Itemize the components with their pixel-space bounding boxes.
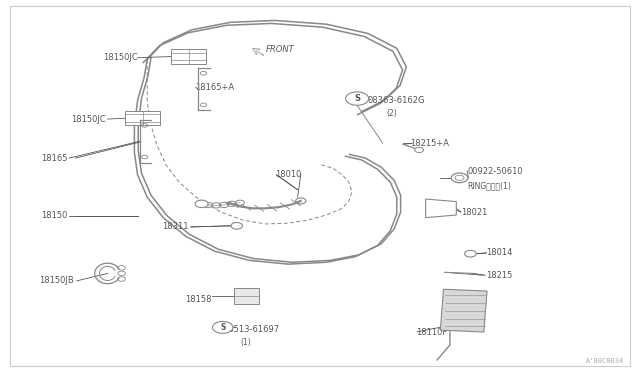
Text: 08363-6162G: 08363-6162G: [368, 96, 426, 105]
Text: S: S: [220, 323, 225, 332]
Text: 18215+A: 18215+A: [410, 139, 449, 148]
Circle shape: [346, 92, 369, 105]
Text: 18215: 18215: [486, 271, 513, 280]
Bar: [234, 288, 259, 304]
Text: 18150JB: 18150JB: [39, 276, 74, 285]
Text: 18150JC: 18150JC: [103, 53, 138, 62]
Polygon shape: [440, 289, 487, 332]
Text: 18110F: 18110F: [416, 328, 447, 337]
Text: FRONT: FRONT: [266, 45, 295, 54]
Text: 08513-61697: 08513-61697: [224, 325, 280, 334]
Text: RINGリング(1): RINGリング(1): [467, 182, 511, 190]
Text: 18165: 18165: [41, 154, 67, 163]
Text: 18021: 18021: [461, 208, 487, 217]
Circle shape: [212, 321, 233, 333]
Text: 18150: 18150: [41, 211, 67, 220]
Text: 18010: 18010: [275, 170, 301, 179]
Bar: [172, 49, 206, 64]
Text: (2): (2): [386, 109, 397, 118]
Circle shape: [231, 222, 243, 229]
Circle shape: [415, 147, 424, 153]
Text: A'80C0034: A'80C0034: [586, 358, 624, 364]
Text: 18311: 18311: [163, 222, 189, 231]
Text: 18165+A: 18165+A: [195, 83, 234, 92]
Text: S: S: [354, 94, 360, 103]
Circle shape: [451, 173, 468, 183]
Polygon shape: [426, 199, 456, 218]
Bar: [125, 111, 160, 125]
Circle shape: [195, 200, 208, 208]
Circle shape: [465, 250, 476, 257]
Text: 18014: 18014: [486, 248, 513, 257]
Text: 00922-50610: 00922-50610: [467, 167, 523, 176]
Text: (1): (1): [240, 338, 251, 347]
Text: 18158: 18158: [185, 295, 211, 304]
Text: 18150JC: 18150JC: [71, 115, 106, 124]
